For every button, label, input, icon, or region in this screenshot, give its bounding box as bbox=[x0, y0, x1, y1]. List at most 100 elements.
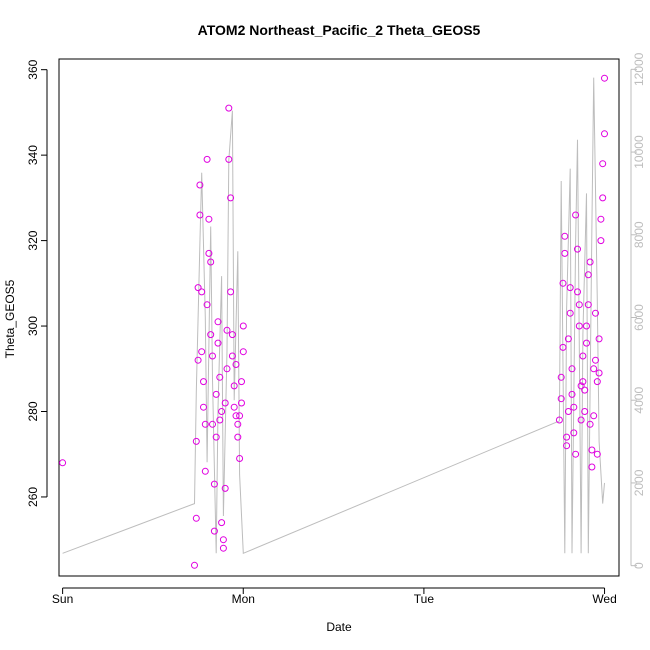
data-point bbox=[198, 348, 206, 356]
data-point bbox=[590, 365, 598, 373]
y2-axis: 0 2000 4000 6000 8000 10000 12000 bbox=[630, 52, 646, 569]
data-point bbox=[210, 527, 218, 535]
data-point bbox=[595, 335, 603, 343]
points-series-layer bbox=[59, 74, 608, 569]
data-point bbox=[579, 352, 587, 360]
data-point bbox=[563, 442, 571, 450]
data-point bbox=[209, 352, 216, 360]
data-point bbox=[223, 365, 231, 373]
data-point bbox=[581, 386, 589, 394]
y-tick-label: 320 bbox=[26, 230, 40, 250]
y2-tick-label: 10000 bbox=[632, 135, 646, 169]
line-series-layer bbox=[62, 77, 605, 555]
data-point bbox=[236, 412, 244, 420]
data-point bbox=[577, 382, 585, 390]
data-point bbox=[566, 284, 574, 292]
data-point bbox=[590, 412, 598, 420]
data-point bbox=[227, 288, 235, 296]
data-point bbox=[223, 326, 231, 334]
data-point bbox=[588, 463, 596, 471]
x-tick-label: Sun bbox=[52, 592, 73, 606]
data-point bbox=[559, 343, 567, 351]
data-point bbox=[194, 284, 202, 292]
data-point bbox=[586, 420, 594, 428]
data-point bbox=[574, 245, 581, 253]
y-axis-label: Theta_GEOS5 bbox=[3, 279, 17, 358]
data-point bbox=[555, 416, 563, 424]
data-point bbox=[219, 536, 227, 544]
x-axis-label: Date bbox=[326, 620, 352, 634]
data-point bbox=[597, 215, 605, 223]
data-point bbox=[561, 232, 569, 240]
y2-tick-label: 4000 bbox=[632, 387, 646, 414]
data-point bbox=[214, 318, 222, 326]
data-point bbox=[601, 130, 608, 138]
data-point bbox=[584, 301, 592, 309]
y-tick-label: 280 bbox=[26, 401, 40, 421]
data-point bbox=[221, 399, 229, 407]
data-point bbox=[599, 160, 607, 168]
data-point bbox=[593, 450, 601, 458]
data-point bbox=[559, 279, 567, 287]
data-point bbox=[192, 437, 200, 445]
data-point bbox=[205, 215, 213, 223]
data-point bbox=[586, 258, 594, 266]
data-point bbox=[201, 420, 209, 428]
data-point bbox=[592, 309, 599, 317]
x-tick-label: Wed bbox=[592, 592, 616, 606]
data-point bbox=[191, 561, 198, 569]
data-point bbox=[209, 420, 216, 428]
data-point bbox=[196, 211, 204, 219]
y-tick-label: 340 bbox=[26, 145, 40, 165]
data-point bbox=[207, 331, 215, 339]
data-point bbox=[592, 356, 599, 364]
data-point bbox=[581, 408, 589, 415]
data-point bbox=[192, 514, 200, 522]
series-line bbox=[62, 77, 605, 555]
data-point bbox=[584, 271, 592, 279]
data-point bbox=[599, 194, 607, 202]
data-point bbox=[601, 74, 608, 82]
data-point bbox=[570, 403, 578, 411]
data-point bbox=[557, 395, 565, 403]
data-point bbox=[583, 339, 590, 347]
data-point bbox=[583, 322, 590, 330]
y2-tick-label: 0 bbox=[632, 562, 646, 569]
y-tick-label: 360 bbox=[26, 59, 40, 79]
data-point bbox=[234, 420, 242, 428]
data-point bbox=[238, 378, 245, 386]
data-point bbox=[570, 429, 578, 437]
data-point bbox=[218, 519, 226, 527]
data-point bbox=[239, 348, 247, 356]
data-point bbox=[228, 331, 236, 339]
data-point bbox=[205, 249, 213, 257]
data-point bbox=[232, 412, 240, 420]
data-point bbox=[236, 455, 244, 462]
chart-title: ATOM2 Northeast_Pacific_2 Theta_GEOS5 bbox=[198, 22, 481, 38]
y2-tick-label: 12000 bbox=[632, 52, 646, 86]
data-point bbox=[210, 480, 218, 488]
data-point bbox=[230, 382, 238, 390]
data-point bbox=[564, 408, 572, 415]
data-point bbox=[234, 433, 242, 441]
data-point bbox=[228, 352, 236, 360]
data-point bbox=[568, 365, 576, 373]
data-point bbox=[561, 249, 569, 257]
data-point bbox=[59, 459, 67, 467]
y-tick-label: 260 bbox=[26, 487, 40, 507]
data-point bbox=[200, 403, 207, 411]
data-point bbox=[198, 288, 206, 296]
data-point bbox=[212, 433, 220, 441]
data-point bbox=[203, 155, 211, 163]
data-point bbox=[221, 484, 229, 492]
data-point bbox=[239, 322, 247, 330]
plot-frame bbox=[58, 58, 620, 577]
y2-tick-label: 8000 bbox=[632, 221, 646, 248]
data-point bbox=[572, 211, 580, 219]
data-point bbox=[579, 378, 587, 386]
data-point bbox=[201, 467, 209, 475]
data-point bbox=[225, 155, 233, 163]
data-point bbox=[563, 433, 571, 441]
data-point bbox=[203, 301, 211, 309]
